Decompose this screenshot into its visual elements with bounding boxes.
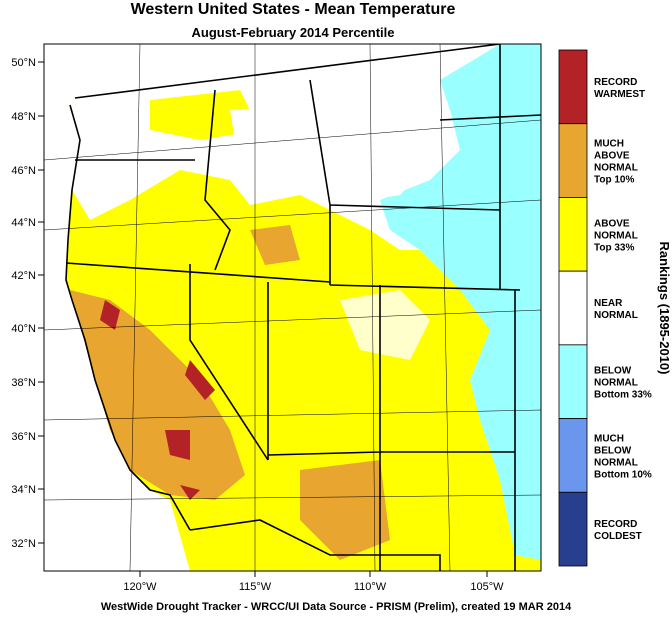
legend-swatch (558, 418, 588, 493)
lon-label: 105°W (470, 581, 504, 593)
lat-label: 44°N (11, 217, 36, 229)
legend-swatch (558, 270, 588, 346)
legend-label: MUCH (594, 139, 624, 150)
legend-label: Top 10% (594, 175, 634, 186)
legend-label: NORMAL (594, 457, 638, 468)
legend-swatch (558, 49, 588, 125)
lat-label: 42°N (11, 270, 36, 282)
legend-swatch (558, 491, 588, 567)
subtitle: August-February 2014 Percentile (191, 25, 394, 40)
legend-label: BELOW (594, 445, 632, 456)
legend-label: NEAR (594, 298, 623, 309)
lon-label: 110°W (354, 581, 387, 593)
legend-title: Rankings (1895-2010) (657, 242, 672, 375)
legend-label: NORMAL (594, 310, 638, 321)
legend-label: Bottom 10% (594, 469, 652, 480)
legend-label: Top 33% (594, 242, 634, 253)
lon-label: 120°W (123, 581, 157, 593)
lat-label: 32°N (11, 538, 36, 550)
legend-swatch (558, 197, 588, 272)
lon-label: 115°W (239, 581, 272, 593)
legend-swatch (558, 123, 588, 198)
legend-label: COLDEST (594, 531, 642, 542)
map (43, 43, 542, 572)
legend-label: RECORD (594, 519, 637, 530)
legend-label: NORMAL (594, 163, 638, 174)
legend-label: RECORD (594, 77, 637, 88)
footer: WestWide Drought Tracker - WRCC/UI Data … (101, 601, 572, 613)
legend-label: Bottom 33% (594, 390, 652, 401)
lat-label: 46°N (11, 165, 36, 177)
lat-label: 34°N (11, 484, 36, 496)
legend-label: BELOW (594, 366, 632, 377)
lat-label: 40°N (11, 323, 36, 335)
title: Western United States - Mean Temperature (131, 1, 456, 18)
legend-label: WARMEST (594, 89, 645, 100)
lat-label: 50°N (11, 57, 36, 69)
legend-label: ABOVE (594, 151, 630, 162)
lat-label: 36°N (11, 431, 36, 443)
lat-label: 48°N (11, 111, 36, 123)
legend-swatch (558, 344, 588, 419)
lat-label: 38°N (11, 377, 36, 389)
legend-label: MUCH (594, 433, 624, 444)
legend-label: NORMAL (594, 230, 638, 241)
legend-label: NORMAL (594, 378, 638, 389)
legend-label: ABOVE (594, 218, 630, 229)
